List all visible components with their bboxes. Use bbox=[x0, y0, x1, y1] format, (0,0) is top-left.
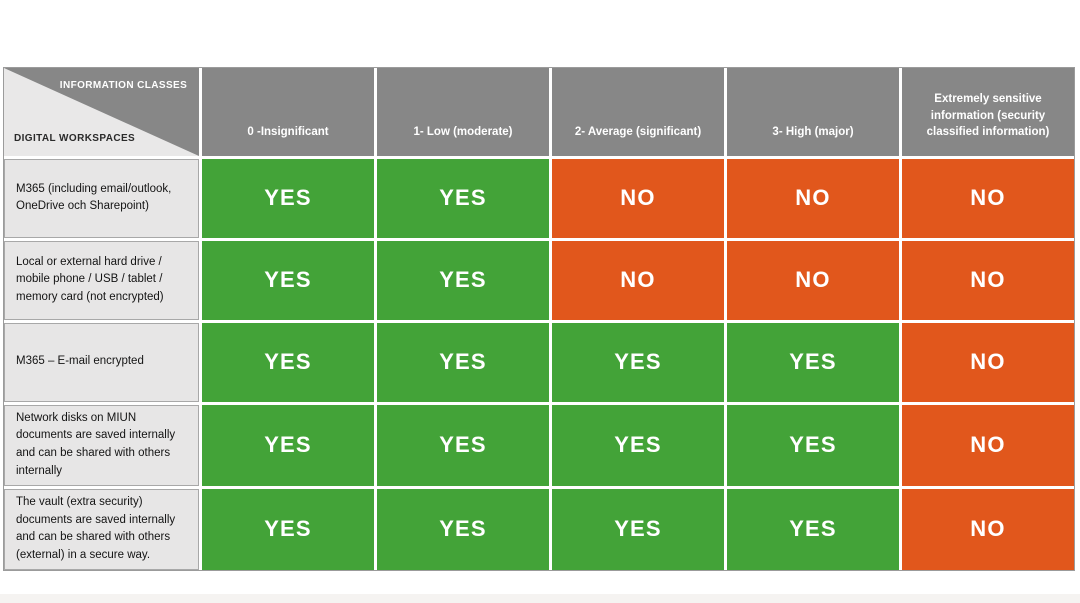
corner-top-label: INFORMATION CLASSES bbox=[59, 80, 188, 91]
matrix-cell: NO bbox=[902, 159, 1074, 238]
matrix-cell: YES bbox=[727, 488, 899, 570]
matrix-cell: YES bbox=[202, 240, 374, 320]
matrix-cell: NO bbox=[902, 322, 1074, 402]
row-label-m365: M365 (including email/outlook, OneDrive … bbox=[4, 159, 199, 238]
matrix-cell: NO bbox=[727, 159, 899, 238]
matrix-cell: NO bbox=[552, 240, 724, 320]
corner-header-cell: INFORMATION CLASSES DIGITAL WORKSPACES bbox=[4, 68, 199, 156]
matrix-cell: YES bbox=[202, 404, 374, 486]
column-header-high: 3- High (major) bbox=[727, 68, 899, 156]
matrix-cell: YES bbox=[552, 322, 724, 402]
matrix-cell: YES bbox=[727, 404, 899, 486]
row-label-email-encrypted: M365 – E-mail encrypted bbox=[4, 322, 199, 402]
column-header-average: 2- Average (significant) bbox=[552, 68, 724, 156]
matrix-cell: NO bbox=[902, 488, 1074, 570]
row-label-network-disks: Network disks on MIUN documents are save… bbox=[4, 404, 199, 486]
matrix-cell: NO bbox=[902, 240, 1074, 320]
matrix-cell: NO bbox=[552, 159, 724, 238]
matrix-cell: YES bbox=[202, 322, 374, 402]
row-label-local-drive: Local or external hard drive / mobile ph… bbox=[4, 240, 199, 320]
matrix-cell: YES bbox=[377, 240, 549, 320]
column-header-extremely-sensitive: Extremely sensitive information (securit… bbox=[902, 68, 1074, 156]
column-header-low: 1- Low (moderate) bbox=[377, 68, 549, 156]
corner-bottom-label: DIGITAL WORKSPACES bbox=[14, 133, 136, 144]
matrix-cell: NO bbox=[727, 240, 899, 320]
matrix-cell: YES bbox=[202, 159, 374, 238]
matrix-cell: NO bbox=[902, 404, 1074, 486]
matrix-cell: YES bbox=[727, 322, 899, 402]
matrix-cell: YES bbox=[377, 159, 549, 238]
row-label-vault: The vault (extra security) documents are… bbox=[4, 488, 199, 570]
matrix-cell: YES bbox=[377, 404, 549, 486]
bottom-strip bbox=[0, 594, 1080, 603]
matrix-cell: YES bbox=[552, 488, 724, 570]
matrix-cell: YES bbox=[552, 404, 724, 486]
column-header-insignificant: 0 -Insignificant bbox=[202, 68, 374, 156]
decision-matrix-table: INFORMATION CLASSES DIGITAL WORKSPACES 0… bbox=[3, 67, 1075, 571]
matrix-cell: YES bbox=[377, 322, 549, 402]
matrix-cell: YES bbox=[377, 488, 549, 570]
matrix-cell: YES bbox=[202, 488, 374, 570]
